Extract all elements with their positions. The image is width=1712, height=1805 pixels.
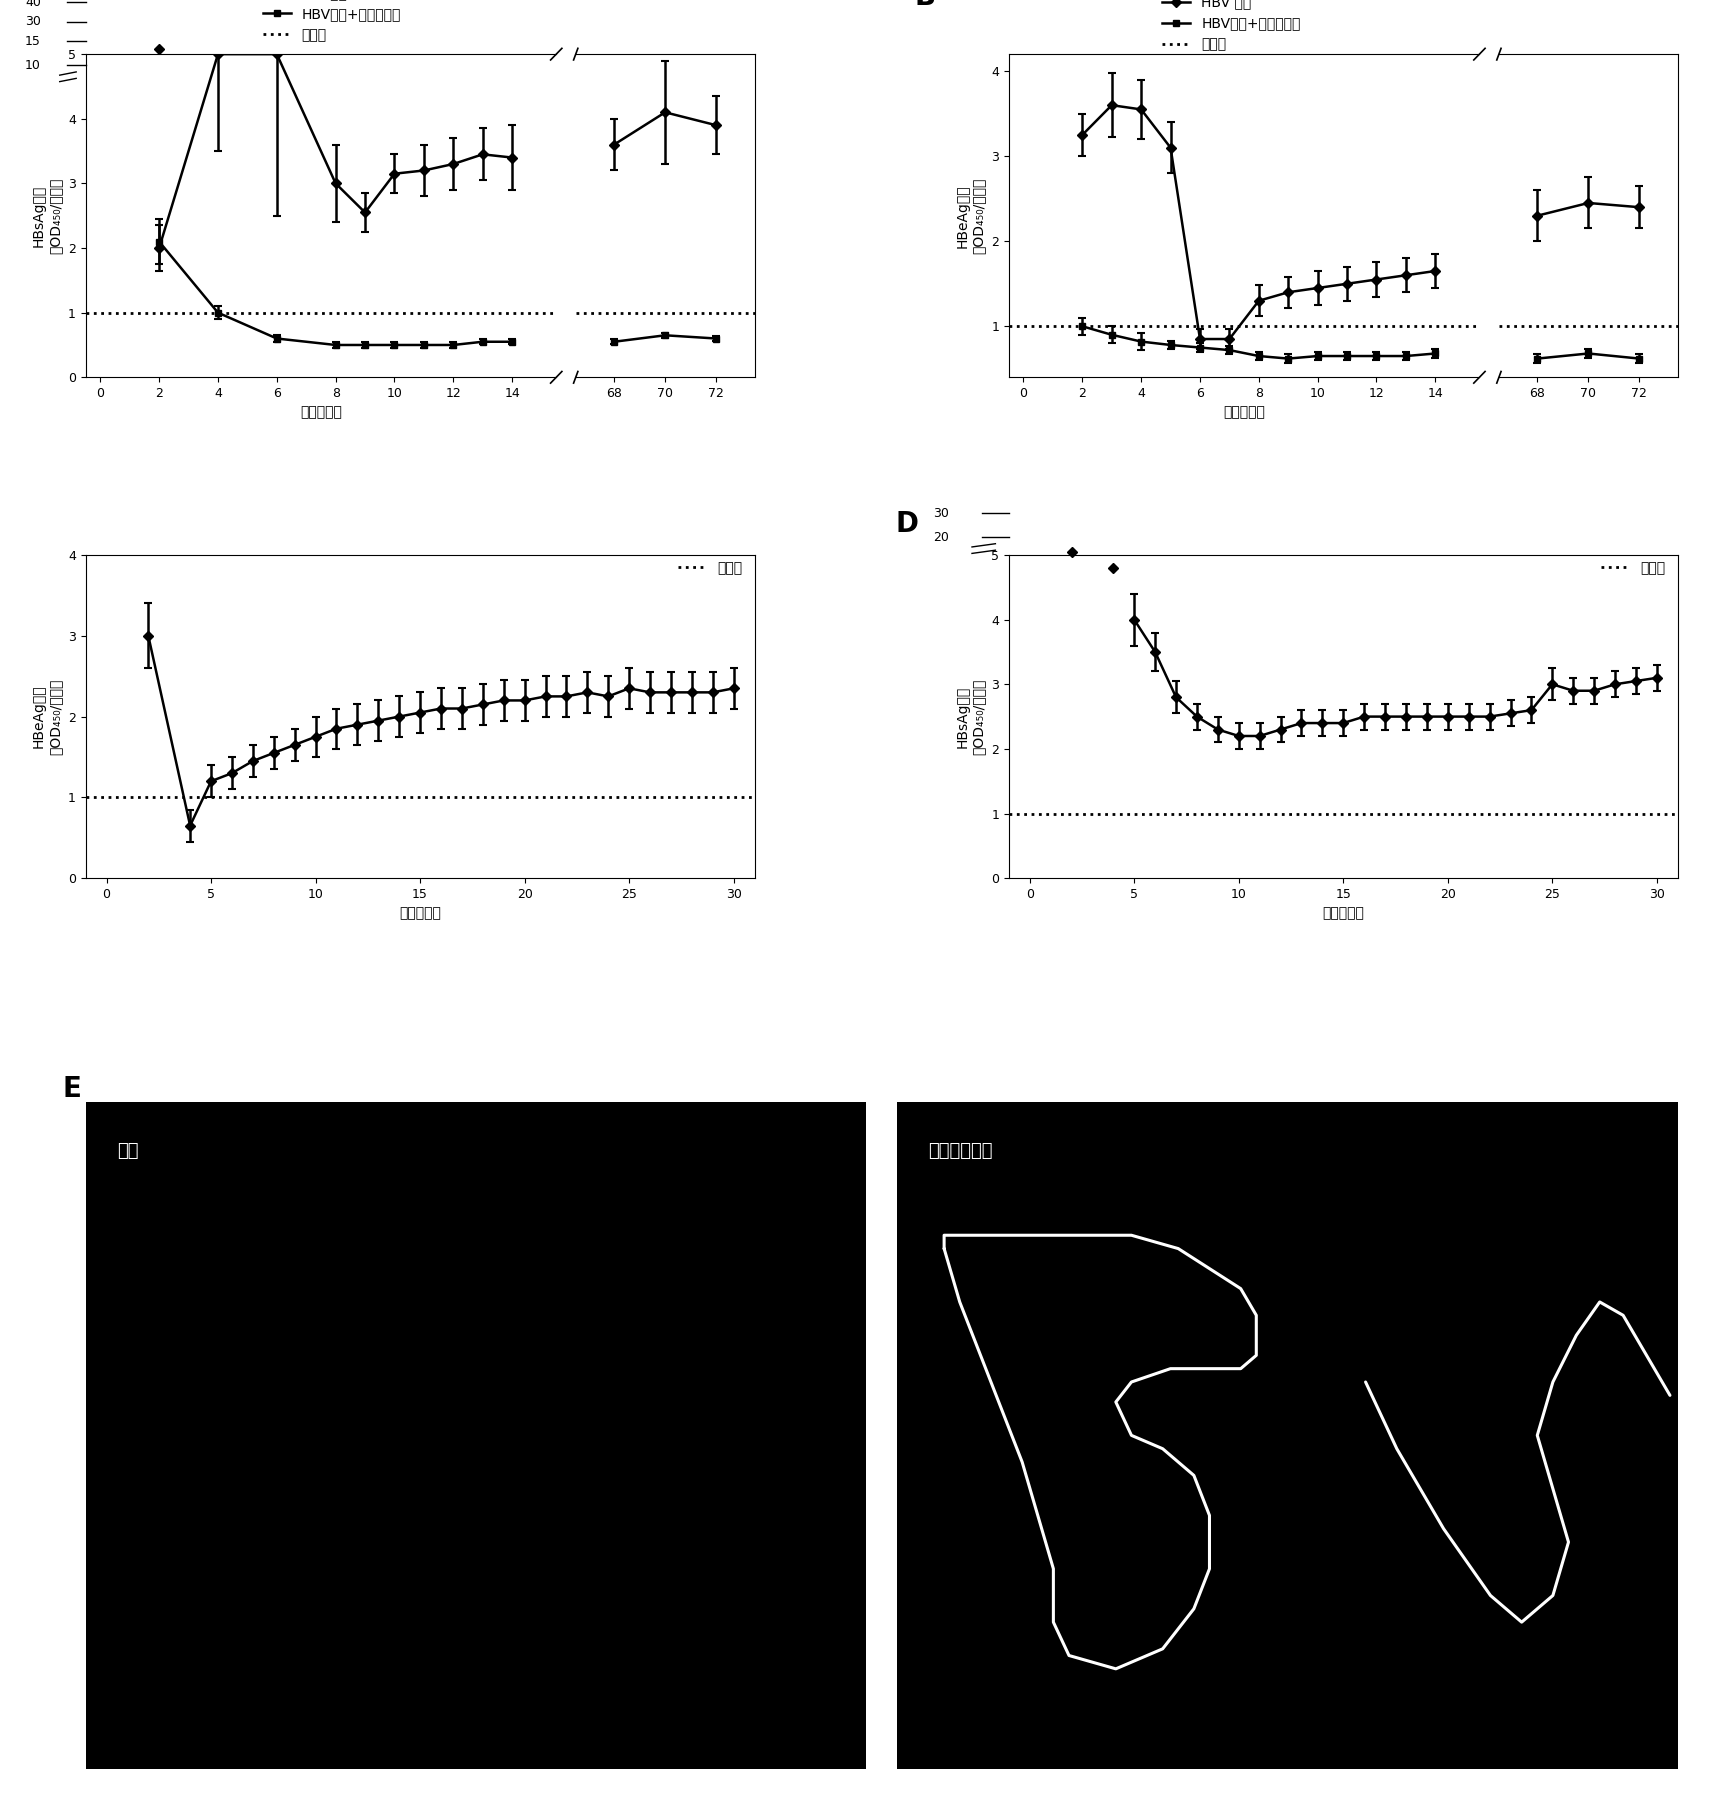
Text: 15: 15: [26, 34, 41, 47]
Y-axis label: HBeAg分泌
（OD₄₅₀/阈值）: HBeAg分泌 （OD₄₅₀/阈值）: [955, 177, 986, 255]
Text: 岛内: 岛内: [116, 1143, 139, 1161]
X-axis label: 感染后天数: 感染后天数: [399, 906, 442, 921]
Text: 20: 20: [933, 531, 948, 543]
Text: 10: 10: [26, 60, 41, 72]
Y-axis label: HBsAg分泌
（OD₄₅₀/阈值）: HBsAg分泌 （OD₄₅₀/阈值）: [33, 177, 62, 255]
Legend: 阈値线: 阈値线: [1596, 556, 1671, 581]
Legend: HBV 感染, HBV感染+感染际断剂, 阈値线: HBV 感染, HBV感染+感染际断剂, 阈値线: [1157, 0, 1306, 58]
Y-axis label: HBsAg分泌
（OD₄₅₀/阈值）: HBsAg分泌 （OD₄₅₀/阈值）: [955, 679, 986, 754]
Legend: 阈値线: 阈値线: [673, 556, 748, 581]
Y-axis label: HBeAg分泌
（OD₄₅₀/阈值）: HBeAg分泌 （OD₄₅₀/阈值）: [33, 679, 62, 754]
X-axis label: 感染后天数: 感染后天数: [300, 406, 342, 419]
Legend: HBV感染, HBV感染+感染际断剂, 阈値线: HBV感染, HBV感染+感染际断剂, 阈値线: [257, 0, 407, 47]
Text: D: D: [895, 509, 918, 538]
Text: 40: 40: [26, 0, 41, 9]
Text: 30: 30: [26, 14, 41, 29]
Text: 岛状结构边缘: 岛状结构边缘: [928, 1143, 993, 1161]
Text: 30: 30: [933, 507, 948, 520]
Text: E: E: [62, 1076, 80, 1103]
Text: B: B: [914, 0, 936, 11]
X-axis label: 感染后天数: 感染后天数: [1322, 906, 1364, 921]
X-axis label: 感染后天数: 感染后天数: [1222, 406, 1265, 419]
